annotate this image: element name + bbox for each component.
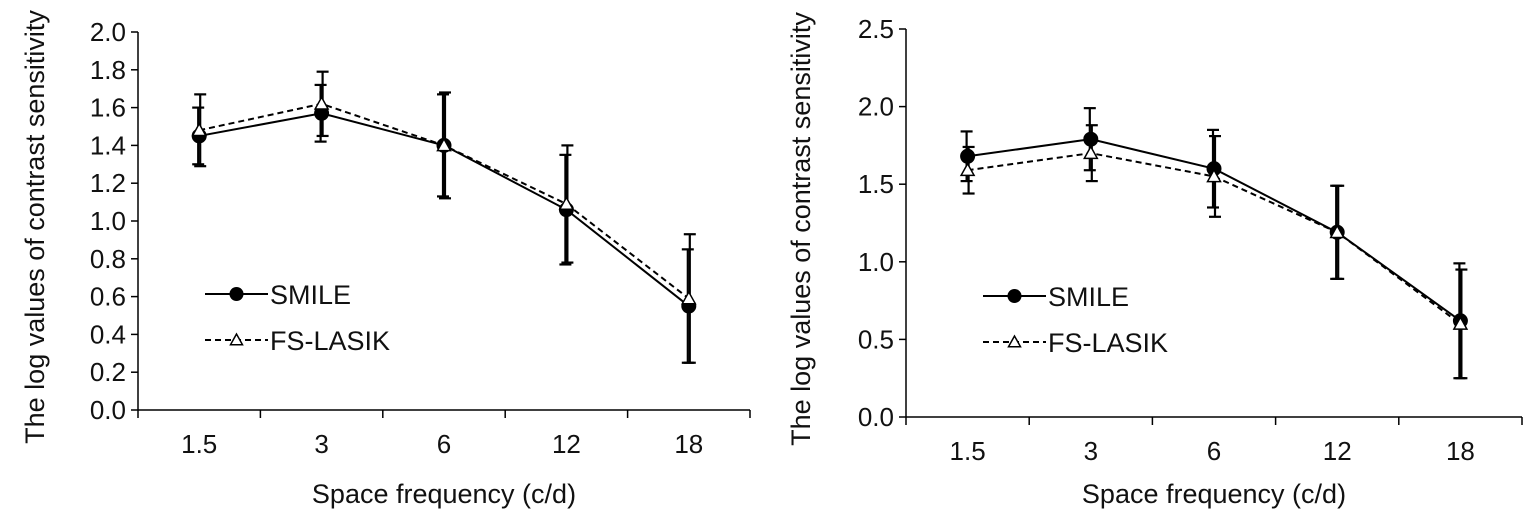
legend-marker	[1007, 334, 1022, 348]
data-point	[436, 137, 452, 152]
legend-label: SMILE	[270, 280, 351, 310]
data-point	[1083, 145, 1099, 160]
y-tick-label: 0.0	[90, 395, 126, 425]
legend-marker	[1007, 289, 1022, 303]
y-tick-label: 0.8	[90, 244, 126, 274]
y-tick-label: 2.5	[858, 14, 894, 44]
legend-marker	[229, 332, 244, 346]
y-tick-label: 2.0	[858, 92, 894, 122]
y-tick-label: 0.5	[858, 324, 894, 354]
legend-item: FS-LASIK	[983, 328, 1168, 358]
y-tick-label: 1.0	[858, 247, 894, 277]
data-point	[959, 162, 976, 177]
y-tick-label: 2.0	[90, 17, 126, 47]
data-point	[681, 290, 697, 305]
data-point	[313, 95, 330, 110]
data-point	[191, 122, 207, 137]
data-point	[1206, 168, 1222, 183]
legend-label: FS-LASIK	[270, 326, 390, 356]
y-tick-label: 1.2	[90, 168, 126, 198]
data-point	[1329, 224, 1345, 239]
x-tick-label: 12	[1323, 436, 1352, 466]
y-tick-label: 1.0	[90, 206, 126, 236]
legend-item: SMILE	[205, 280, 351, 310]
series-fs-lasik	[959, 124, 1469, 380]
x-tick-label: 6	[1207, 436, 1221, 466]
y-tick-label: 0.6	[90, 282, 126, 312]
x-tick-label: 1.5	[950, 436, 986, 466]
x-axis-title: Space frequency (c/d)	[1082, 479, 1346, 509]
chart-panel-1: 0.0 0.2 0.4 0.6 0.8 1.0 1.2 1.4 1.6 1.8 2.0 1.5 3 6 12…	[20, 10, 751, 509]
x-axis-title: Space frequency (c/d)	[312, 479, 576, 509]
y-tick-label: 0.2	[90, 357, 126, 387]
legend-label: SMILE	[1048, 282, 1129, 312]
data-point	[1452, 315, 1469, 330]
y-axis-title: The log values of contrast sensitivity	[786, 12, 816, 446]
x-tick-label: 3	[314, 429, 328, 459]
series-line	[967, 152, 1461, 325]
x-tick-label: 12	[552, 429, 581, 459]
x-tick-label: 3	[1084, 436, 1098, 466]
y-tick-label: 0.0	[858, 402, 894, 432]
y-tick-label: 0.4	[90, 319, 126, 349]
y-tick-label: 1.4	[90, 130, 126, 160]
x-tick-label: 18	[1446, 436, 1475, 466]
legend-marker	[229, 287, 244, 301]
y-tick-label: 1.5	[858, 169, 894, 199]
x-tick-label: 18	[674, 429, 703, 459]
data-point	[558, 195, 575, 210]
y-axis-title: The log values of contrast sensitivity	[20, 10, 50, 444]
legend-item: FS-LASIK	[205, 326, 390, 356]
x-tick-label: 1.5	[181, 429, 217, 459]
series-fs-lasik	[191, 70, 697, 364]
chart-panel-2: 0.0 0.5 1.0 1.5 2.0 2.5 1.5 3 6 12 18 Space frequen…	[786, 12, 1523, 509]
y-tick-label: 1.6	[90, 93, 126, 123]
x-tick-label: 6	[437, 429, 451, 459]
legend-label: FS-LASIK	[1048, 328, 1168, 358]
y-tick-label: 1.8	[90, 55, 126, 85]
legend-item: SMILE	[983, 282, 1129, 312]
